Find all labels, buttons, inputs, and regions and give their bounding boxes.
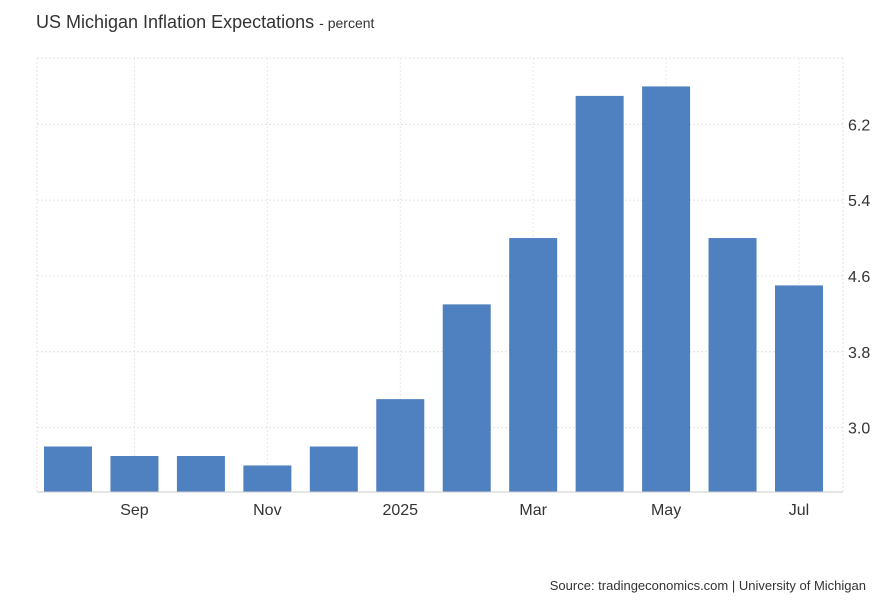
x-tick-label: 2025 — [382, 502, 418, 519]
bar-sep-2024 — [110, 455, 159, 492]
y-tick-label: 5.4 — [848, 193, 870, 210]
bar-aug-2024 — [44, 446, 92, 492]
chart-title: US Michigan Inflation Expectations - per… — [36, 12, 374, 33]
source-note: Source: tradingeconomics.com | Universit… — [549, 578, 866, 593]
bar-apr-2025 — [575, 95, 624, 492]
title-text: US Michigan Inflation Expectations — [36, 12, 315, 32]
bar-mar-2025 — [509, 238, 558, 492]
unit-label: - percent — [319, 15, 375, 31]
y-tick-label: 4.6 — [848, 269, 870, 286]
x-tick-label: Nov — [253, 502, 281, 519]
bar-jul-2025 — [775, 285, 823, 492]
x-tick-label: Jul — [789, 502, 809, 519]
bar-dec-2024 — [309, 446, 358, 492]
bar-feb-2025 — [442, 304, 491, 492]
y-tick-label: 6.2 — [848, 117, 870, 134]
y-tick-label: 3.8 — [848, 345, 870, 362]
bar-nov-2024 — [243, 465, 292, 492]
y-tick-label: 3.0 — [848, 421, 870, 438]
x-tick-label: Mar — [519, 502, 547, 519]
bar-jun-2025 — [708, 238, 757, 492]
x-tick-label: May — [651, 502, 681, 519]
bar-jan-2025 — [376, 399, 425, 492]
bar-may-2025 — [642, 86, 691, 492]
bar-oct-2024 — [176, 455, 225, 492]
x-tick-label: Sep — [120, 502, 149, 519]
